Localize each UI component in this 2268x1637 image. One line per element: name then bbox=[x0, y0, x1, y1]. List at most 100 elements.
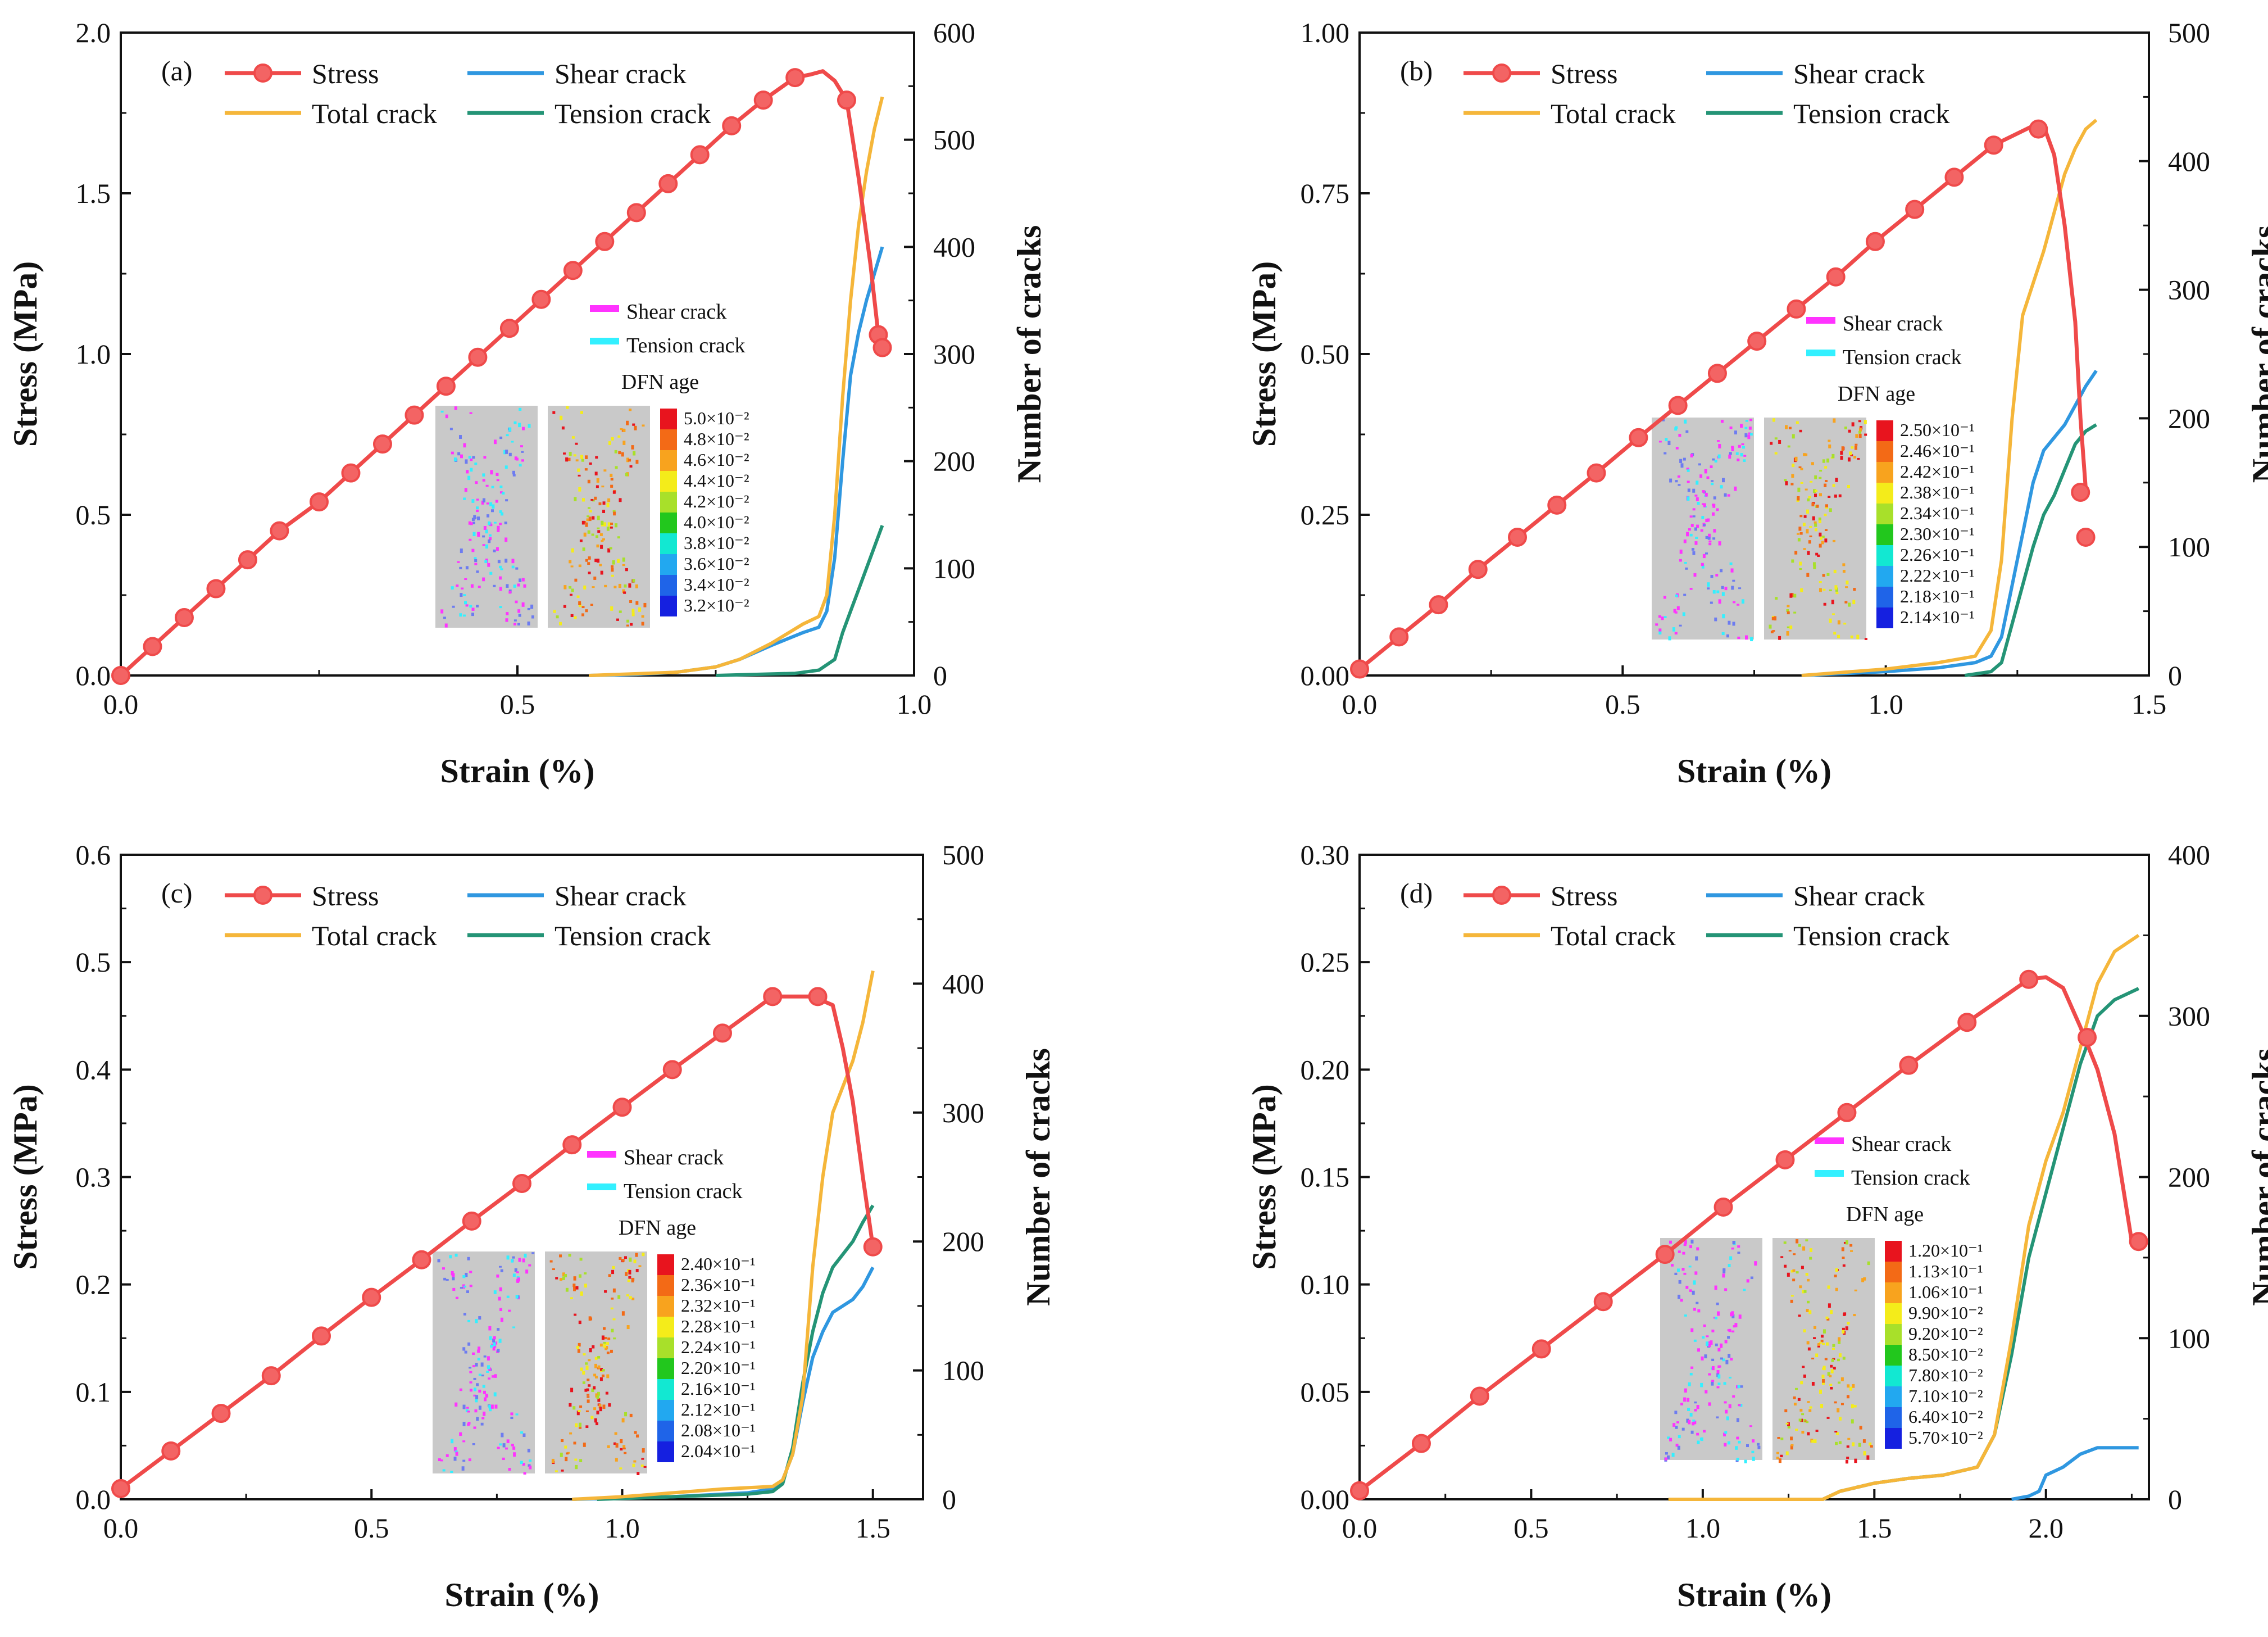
crack-mark bbox=[488, 1404, 492, 1409]
crack-mark bbox=[601, 520, 604, 525]
crack-mark bbox=[1792, 464, 1795, 468]
crack-mark bbox=[508, 427, 512, 432]
crack-mark bbox=[1819, 532, 1822, 537]
crack-mark bbox=[1729, 562, 1733, 565]
crack-mark bbox=[1676, 1421, 1680, 1423]
crack-mark bbox=[1799, 568, 1802, 570]
crack-mark bbox=[1694, 495, 1698, 497]
crack-mark bbox=[1813, 1337, 1816, 1339]
crack-mark bbox=[481, 500, 484, 505]
series-line-shear-crack bbox=[2011, 1446, 2139, 1501]
crack-mark bbox=[1684, 1388, 1687, 1393]
crack-mark bbox=[1673, 609, 1676, 613]
crack-mark bbox=[610, 473, 613, 477]
crack-mark bbox=[504, 559, 508, 563]
crack-mark bbox=[527, 621, 530, 625]
crack-mark bbox=[1846, 1395, 1849, 1399]
x-axis-title: Strain (%) bbox=[440, 752, 595, 790]
crack-mark bbox=[475, 1398, 478, 1403]
crack-mark bbox=[506, 1439, 510, 1443]
stress-marker bbox=[531, 289, 551, 309]
crack-mark bbox=[1851, 1419, 1854, 1424]
crack-mark bbox=[1820, 1335, 1824, 1338]
stress-marker bbox=[662, 1060, 682, 1080]
crack-mark bbox=[1664, 1457, 1667, 1461]
crack-mark bbox=[438, 1458, 441, 1462]
inset-tension-swatch bbox=[1815, 1170, 1844, 1177]
crack-mark bbox=[469, 1367, 472, 1369]
legend-label: Total crack bbox=[312, 98, 437, 129]
specimen-right bbox=[545, 1251, 647, 1473]
crack-mark bbox=[467, 1257, 470, 1260]
crack-mark bbox=[1819, 588, 1822, 592]
crack-mark bbox=[459, 613, 462, 617]
x-tick-label: 0.5 bbox=[1605, 688, 1640, 720]
crack-mark bbox=[531, 615, 534, 619]
crack-mark bbox=[472, 1443, 475, 1445]
crack-mark bbox=[1711, 1380, 1715, 1382]
crack-mark bbox=[488, 1326, 492, 1331]
crack-mark bbox=[1821, 541, 1824, 545]
crack-mark bbox=[587, 1399, 590, 1403]
crack-mark bbox=[1729, 452, 1732, 455]
colorbar-swatch bbox=[1885, 1407, 1902, 1428]
crack-mark bbox=[642, 1448, 645, 1453]
colorbar-label: 3.8×10⁻² bbox=[684, 533, 749, 553]
crack-mark bbox=[502, 492, 505, 495]
x-tick-label: 1.5 bbox=[856, 1512, 891, 1544]
crack-mark bbox=[597, 1398, 601, 1402]
crack-mark bbox=[1799, 1285, 1802, 1289]
crack-mark bbox=[503, 450, 507, 455]
crack-mark bbox=[1711, 1358, 1715, 1361]
stress-marker bbox=[111, 1479, 130, 1498]
crack-mark bbox=[515, 567, 519, 570]
crack-mark bbox=[474, 557, 477, 559]
crack-mark bbox=[1827, 1372, 1830, 1376]
crack-mark bbox=[634, 1431, 637, 1434]
crack-mark bbox=[594, 1363, 598, 1368]
crack-mark bbox=[530, 604, 534, 609]
crack-mark bbox=[1795, 1429, 1798, 1431]
crack-mark bbox=[592, 586, 595, 588]
crack-mark bbox=[478, 1389, 481, 1393]
crack-mark bbox=[596, 1411, 599, 1414]
crack-mark bbox=[466, 1290, 469, 1293]
colorbar-label: 8.50×10⁻² bbox=[1908, 1344, 1983, 1364]
crack-mark bbox=[1690, 1430, 1694, 1434]
crack-mark bbox=[1698, 463, 1701, 466]
crack-mark bbox=[1724, 587, 1728, 591]
crack-mark bbox=[1658, 441, 1662, 443]
legend-label: Tension crack bbox=[554, 920, 711, 951]
crack-mark bbox=[1772, 630, 1775, 632]
y-tick-label: 0.00 bbox=[1301, 660, 1350, 691]
crack-mark bbox=[1864, 433, 1867, 436]
crack-mark bbox=[584, 1389, 588, 1392]
crack-mark bbox=[638, 607, 642, 612]
crack-mark bbox=[477, 1349, 480, 1353]
crack-mark bbox=[1692, 488, 1696, 493]
crack-mark bbox=[1849, 1386, 1853, 1391]
colorbar-label: 9.90×10⁻² bbox=[1908, 1303, 1983, 1323]
crack-mark bbox=[463, 497, 466, 500]
crack-mark bbox=[579, 1258, 583, 1261]
stress-marker bbox=[143, 637, 162, 656]
stress-marker bbox=[436, 377, 456, 396]
crack-mark bbox=[1801, 1431, 1805, 1434]
crack-mark bbox=[513, 1452, 516, 1457]
crack-mark bbox=[590, 1416, 594, 1420]
inset-shear-swatch bbox=[1806, 317, 1835, 324]
crack-mark bbox=[622, 428, 626, 432]
colorbar-label: 3.6×10⁻² bbox=[684, 554, 749, 574]
crack-mark bbox=[607, 522, 611, 527]
colorbar-swatch bbox=[660, 471, 677, 492]
crack-mark bbox=[1792, 1269, 1796, 1272]
crack-mark bbox=[1731, 447, 1734, 451]
crack-mark bbox=[1717, 1311, 1720, 1316]
y-tick-label: 1.0 bbox=[76, 338, 111, 370]
crack-mark bbox=[463, 1313, 466, 1316]
crack-mark bbox=[493, 1341, 496, 1346]
legend-label: Shear crack bbox=[554, 58, 687, 89]
crack-mark bbox=[638, 1265, 642, 1267]
crack-mark bbox=[585, 609, 588, 613]
